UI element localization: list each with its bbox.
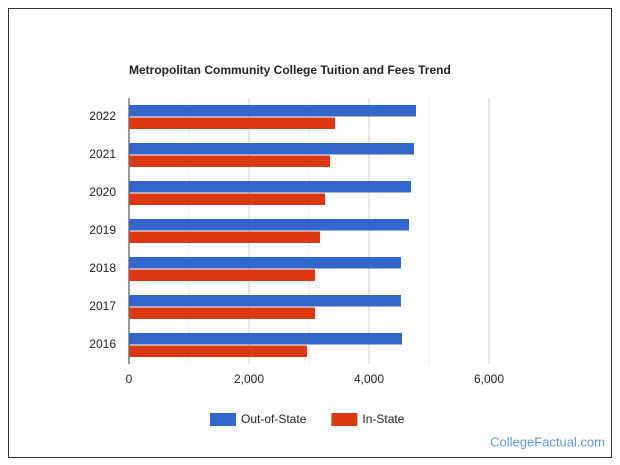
legend-swatch — [210, 413, 236, 426]
bar — [129, 295, 401, 307]
bar — [129, 219, 410, 231]
x-tick-label: 4,000 — [354, 372, 384, 386]
bar — [129, 143, 414, 155]
legend-label: In-State — [362, 412, 404, 426]
bar — [129, 333, 402, 345]
legend-swatch — [331, 413, 358, 426]
bar — [129, 345, 308, 357]
x-tick-label: 0 — [126, 372, 133, 386]
x-tick-label: 6,000 — [474, 372, 504, 386]
bar — [129, 269, 315, 281]
x-tick-label: 2,000 — [234, 372, 264, 386]
watermark: CollegeFactual.com — [490, 434, 605, 449]
legend-label: Out-of-State — [241, 412, 307, 426]
y-tick-label: 2019 — [89, 223, 116, 237]
y-tick-label: 2022 — [89, 109, 116, 123]
bar — [129, 257, 401, 269]
y-tick-label: 2020 — [89, 185, 116, 199]
bar — [129, 155, 330, 167]
bar — [129, 117, 335, 129]
bar — [129, 307, 315, 319]
y-tick-label: 2017 — [89, 299, 116, 313]
bar — [129, 193, 326, 205]
y-tick-label: 2021 — [89, 147, 116, 161]
chart-title: Metropolitan Community College Tuition a… — [129, 63, 451, 77]
bar — [129, 231, 320, 243]
bar — [129, 181, 411, 193]
bar — [129, 105, 416, 117]
y-tick-label: 2016 — [89, 337, 116, 351]
y-tick-label: 2018 — [89, 261, 116, 275]
